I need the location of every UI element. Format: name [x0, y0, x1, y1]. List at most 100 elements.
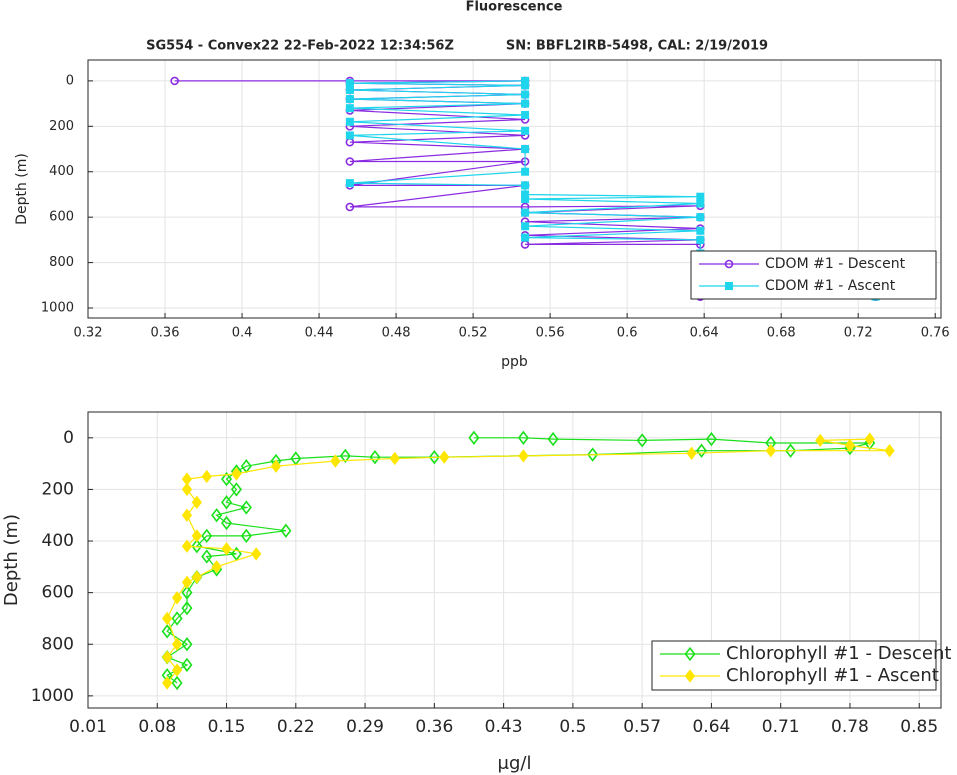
marker: [171, 675, 183, 691]
marker: [240, 528, 252, 544]
marker: [251, 547, 262, 561]
marker: [230, 482, 242, 497]
marker: [181, 472, 193, 486]
y-tick-label: 600: [49, 210, 74, 225]
marker: [162, 676, 173, 690]
legend-label: Chlorophyll #1 - Ascent: [726, 665, 939, 686]
marker: [181, 539, 193, 553]
marker: [191, 529, 202, 543]
y-axis-label: Depth (m): [1, 514, 22, 606]
marker: [191, 495, 202, 509]
chart-subtitle: SN: BBFL2IRB-5498, CAL: 2/19/2019: [506, 39, 768, 54]
marker: [521, 110, 530, 119]
marker: [636, 433, 648, 448]
axes-box: [87, 59, 942, 319]
x-tick-label: 0.71: [762, 717, 800, 737]
marker: [211, 508, 223, 523]
x-tick-label: 0.08: [138, 717, 176, 737]
marker: [345, 157, 355, 166]
marker: [686, 446, 697, 460]
legend-label: CDOM #1 - Descent: [765, 256, 906, 272]
marker: [181, 508, 193, 522]
marker: [181, 482, 193, 497]
marker: [369, 449, 381, 465]
marker: [521, 167, 530, 176]
marker: [280, 523, 292, 538]
y-tick-label: 200: [42, 479, 74, 499]
marker: [705, 431, 717, 447]
marker: [170, 76, 179, 86]
marker: [221, 495, 233, 510]
marker: [191, 570, 202, 584]
y-tick-label: 400: [42, 531, 74, 551]
marker: [191, 539, 203, 554]
legend-box: [651, 640, 937, 691]
marker: [765, 444, 776, 458]
marker: [785, 443, 797, 458]
marker: [345, 85, 354, 94]
marker: [221, 471, 233, 487]
y-tick-label: 1000: [41, 301, 74, 316]
x-tick-label: 0.57: [623, 717, 661, 737]
chart-subtitle: SG554 - Convex22 22-Feb-2022 12:34:56Z: [146, 39, 454, 54]
axes-box: [87, 411, 942, 709]
x-tick-label: 0.44: [305, 326, 334, 341]
marker: [181, 575, 193, 589]
x-tick-label: 0.52: [459, 326, 488, 341]
marker: [231, 467, 242, 481]
marker: [345, 95, 354, 104]
marker: [684, 669, 696, 683]
marker: [439, 450, 450, 464]
y-tick-label: 1000: [31, 686, 74, 706]
x-axis-label: μg/l: [498, 753, 532, 774]
x-tick-label: 0.5: [559, 717, 586, 737]
marker: [696, 192, 705, 201]
marker: [518, 449, 529, 463]
marker: [240, 500, 252, 515]
y-tick-label: 0: [66, 73, 74, 88]
marker: [181, 657, 193, 673]
x-tick-label: 0.78: [831, 717, 869, 737]
marker: [864, 432, 875, 446]
marker: [521, 181, 530, 190]
marker: [161, 624, 173, 639]
marker: [345, 202, 355, 212]
x-tick-label: 0.64: [690, 326, 719, 341]
marker: [696, 235, 705, 244]
x-tick-label: 0.36: [415, 717, 453, 737]
marker: [171, 611, 183, 626]
marker: [345, 117, 354, 126]
x-tick-label: 0.22: [277, 717, 315, 737]
y-tick-label: 600: [42, 583, 74, 603]
x-tick-label: 0.29: [346, 717, 384, 737]
legend-label: Chlorophyll #1 - Descent: [726, 643, 951, 664]
x-tick-label: 0.36: [151, 326, 180, 341]
x-tick-label: 0.76: [921, 326, 950, 341]
x-tick-label: 0.85: [900, 717, 938, 737]
marker: [345, 79, 354, 88]
marker: [521, 208, 530, 217]
marker: [162, 650, 173, 664]
marker: [587, 447, 599, 462]
marker: [521, 190, 530, 199]
marker: [521, 145, 530, 154]
marker: [684, 646, 696, 662]
marker: [696, 443, 708, 458]
y-tick-label: 200: [49, 119, 74, 134]
marker: [389, 451, 400, 466]
marker: [696, 226, 705, 235]
marker: [171, 591, 183, 605]
marker: [517, 430, 529, 445]
marker: [339, 448, 351, 464]
x-tick-label: 0.56: [536, 326, 565, 341]
marker: [221, 542, 232, 556]
y-tick-label: 800: [49, 255, 74, 270]
marker: [521, 99, 530, 108]
marker: [171, 637, 183, 651]
marker: [201, 528, 213, 544]
x-tick-label: 0.43: [485, 717, 523, 737]
marker: [521, 76, 530, 85]
marker: [201, 469, 212, 484]
x-tick-label: 0.72: [844, 326, 873, 341]
x-axis-label: ppb: [501, 354, 528, 370]
